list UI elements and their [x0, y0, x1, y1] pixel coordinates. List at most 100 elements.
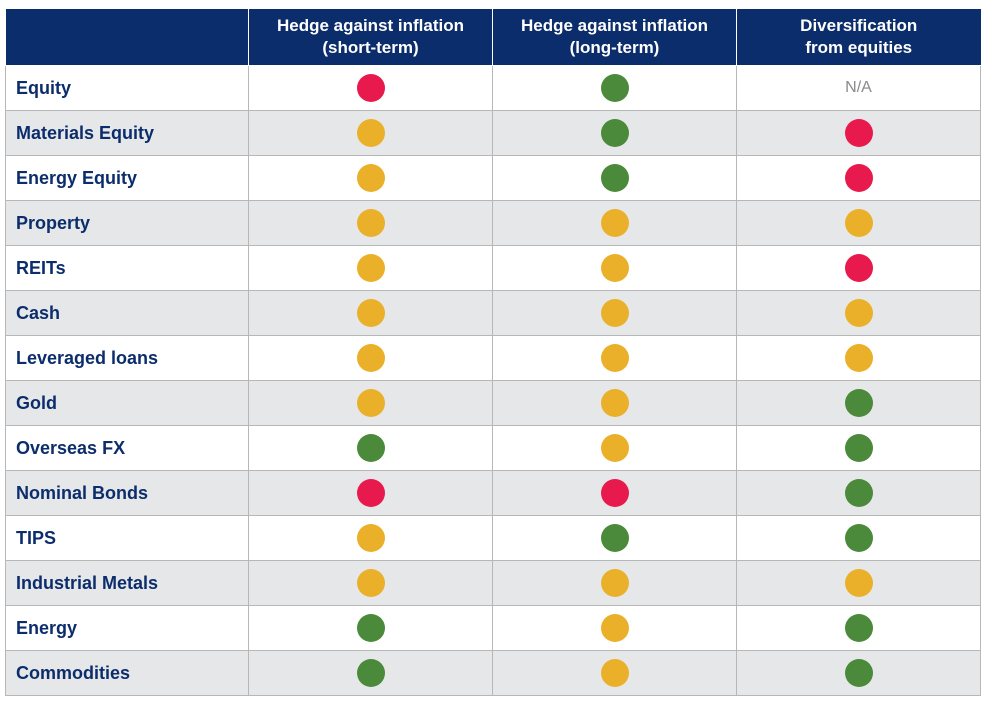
rating-cell-long-term: [492, 605, 737, 651]
rating-cell-short-term: [248, 200, 493, 246]
amber-rating-dot: [844, 344, 873, 372]
row-label: Cash: [5, 290, 249, 336]
rating-cell-long-term: [492, 200, 737, 246]
rating-cell-long-term: [492, 425, 737, 471]
header-diversification: Diversification from equities: [736, 9, 981, 66]
rating-cell-short-term: [248, 380, 493, 426]
header-diversification-line2: from equities: [805, 38, 913, 57]
header-long-term-line1: Hedge against inflation: [520, 16, 709, 35]
rating-cell-diversification: [736, 605, 981, 651]
amber-rating-dot: [600, 344, 629, 372]
rating-cell-diversification: [736, 155, 981, 201]
header-short-term-line2: (short-term): [322, 38, 419, 57]
amber-rating-dot: [844, 569, 873, 597]
green-rating-dot: [600, 74, 629, 102]
rating-cell-long-term: [492, 65, 737, 111]
row-label: Leveraged loans: [5, 335, 249, 381]
amber-rating-dot: [356, 164, 385, 192]
amber-rating-dot: [600, 254, 629, 282]
rating-cell-short-term: [248, 110, 493, 156]
red-rating-dot: [356, 74, 385, 102]
rating-cell-short-term: [248, 515, 493, 561]
rating-cell-diversification: [736, 515, 981, 561]
rating-cell-short-term: [248, 605, 493, 651]
amber-rating-dot: [356, 344, 385, 372]
table-row: Cash: [5, 290, 981, 336]
table-row: Nominal Bonds: [5, 470, 981, 516]
rating-cell-long-term: [492, 560, 737, 606]
rating-cell-diversification: [736, 425, 981, 471]
rating-cell-short-term: [248, 155, 493, 201]
rating-cell-short-term: [248, 290, 493, 336]
green-rating-dot: [844, 614, 873, 642]
asset-rating-table: Hedge against inflation (short-term) Hed…: [5, 9, 981, 696]
rating-cell-short-term: [248, 560, 493, 606]
header-long-term-line2: (long-term): [569, 38, 660, 57]
amber-rating-dot: [600, 389, 629, 417]
row-label: Energy Equity: [5, 155, 249, 201]
rating-cell-long-term: [492, 110, 737, 156]
header-diversification-line1: Diversification: [800, 16, 918, 35]
amber-rating-dot: [600, 569, 629, 597]
red-rating-dot: [844, 119, 873, 147]
not-applicable-text: N/A: [845, 79, 872, 96]
row-label: Energy: [5, 605, 249, 651]
rating-cell-diversification: [736, 290, 981, 336]
rating-cell-diversification: [736, 245, 981, 291]
row-label: TIPS: [5, 515, 249, 561]
row-label: Industrial Metals: [5, 560, 249, 606]
rating-cell-long-term: [492, 515, 737, 561]
table-row: TIPS: [5, 515, 981, 561]
rating-cell-diversification: [736, 380, 981, 426]
row-label: Overseas FX: [5, 425, 249, 471]
rating-cell-long-term: [492, 470, 737, 516]
amber-rating-dot: [844, 209, 873, 237]
rating-cell-long-term: [492, 155, 737, 201]
rating-cell-diversification: [736, 110, 981, 156]
header-row: Hedge against inflation (short-term) Hed…: [5, 9, 981, 66]
amber-rating-dot: [356, 524, 385, 552]
table-row: Gold: [5, 380, 981, 426]
amber-rating-dot: [600, 659, 629, 687]
red-rating-dot: [844, 164, 873, 192]
rating-cell-short-term: [248, 470, 493, 516]
rating-cell-diversification: [736, 650, 981, 696]
rating-cell-short-term: [248, 65, 493, 111]
table-row: Energy Equity: [5, 155, 981, 201]
row-label: Nominal Bonds: [5, 470, 249, 516]
rating-cell-short-term: [248, 245, 493, 291]
table-row: Leveraged loans: [5, 335, 981, 381]
green-rating-dot: [844, 659, 873, 687]
rating-cell-long-term: [492, 245, 737, 291]
rating-cell-diversification: [736, 200, 981, 246]
row-label: REITs: [5, 245, 249, 291]
table-row: Industrial Metals: [5, 560, 981, 606]
table-row: Commodities: [5, 650, 981, 696]
row-label: Commodities: [5, 650, 249, 696]
amber-rating-dot: [356, 119, 385, 147]
table-body: Equity N/A Materials Equity Energy Equity Pr…: [5, 65, 981, 696]
amber-rating-dot: [600, 614, 629, 642]
rating-cell-long-term: [492, 380, 737, 426]
green-rating-dot: [844, 524, 873, 552]
rating-cell-long-term: [492, 650, 737, 696]
rating-cell-diversification: [736, 560, 981, 606]
amber-rating-dot: [844, 299, 873, 327]
table-row: Energy: [5, 605, 981, 651]
row-label: Gold: [5, 380, 249, 426]
green-rating-dot: [356, 614, 385, 642]
header-short-term-line1: Hedge against inflation: [276, 16, 465, 35]
green-rating-dot: [600, 164, 629, 192]
amber-rating-dot: [600, 209, 629, 237]
green-rating-dot: [600, 524, 629, 552]
rating-cell-diversification: N/A: [736, 65, 981, 111]
red-rating-dot: [600, 479, 629, 507]
amber-rating-dot: [356, 569, 385, 597]
amber-rating-dot: [600, 434, 629, 462]
table-row: Materials Equity: [5, 110, 981, 156]
red-rating-dot: [844, 254, 873, 282]
table-row: Equity N/A: [5, 65, 981, 111]
rating-cell-long-term: [492, 290, 737, 336]
table-row: REITs: [5, 245, 981, 291]
amber-rating-dot: [356, 254, 385, 282]
